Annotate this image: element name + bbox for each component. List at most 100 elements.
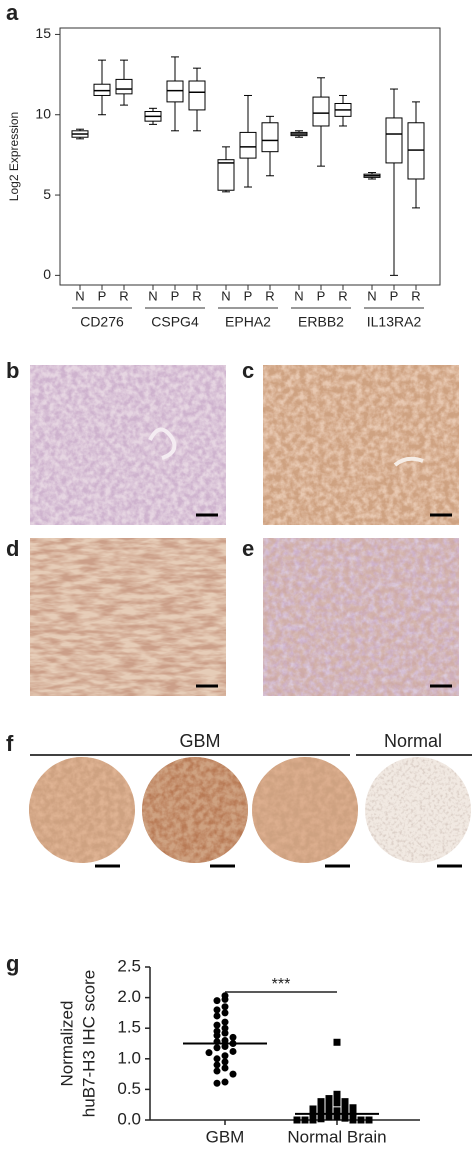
group-label: EPHA2 bbox=[225, 314, 271, 330]
x-tick-label: P bbox=[98, 288, 107, 303]
x-tick-label: P bbox=[171, 288, 180, 303]
x-tick-label: R bbox=[192, 288, 201, 303]
point bbox=[205, 1049, 213, 1057]
y-tick-label: 0 bbox=[43, 266, 51, 282]
point bbox=[341, 1103, 349, 1111]
box bbox=[407, 122, 425, 180]
point bbox=[341, 1114, 349, 1122]
x-tick-label: N bbox=[221, 288, 230, 303]
point bbox=[325, 1101, 333, 1109]
tissue-cores bbox=[29, 757, 471, 863]
y-tick-label: 2.5 bbox=[117, 956, 141, 975]
panel-label: d bbox=[6, 536, 19, 561]
y-tick-label: 2.0 bbox=[117, 987, 141, 1006]
point bbox=[357, 1116, 365, 1124]
core bbox=[29, 757, 135, 863]
x-tick-label: N bbox=[294, 288, 303, 303]
x-tick-label: Normal Brain bbox=[287, 1127, 386, 1146]
y-tick-label: 5 bbox=[43, 186, 51, 202]
group-header: GBM bbox=[179, 731, 220, 751]
box bbox=[312, 96, 330, 127]
panel-label: e bbox=[242, 536, 254, 561]
y-tick-label: 1.5 bbox=[117, 1018, 141, 1037]
x-tick-label: N bbox=[75, 288, 84, 303]
x-tick-label: R bbox=[338, 288, 347, 303]
point bbox=[293, 1116, 301, 1124]
x-tick-label: R bbox=[265, 288, 274, 303]
x-tick-label: R bbox=[119, 288, 128, 303]
vessel bbox=[393, 456, 424, 467]
ihc-texture bbox=[263, 365, 459, 525]
y-axis-label: Normalized bbox=[57, 1001, 76, 1087]
box bbox=[166, 80, 184, 103]
point bbox=[229, 1033, 237, 1041]
x-tick-label: P bbox=[390, 288, 399, 303]
y-axis-label: huB7-H3 IHC score bbox=[79, 970, 98, 1117]
point bbox=[221, 1036, 229, 1044]
significance: *** bbox=[272, 976, 291, 993]
point bbox=[333, 1038, 341, 1046]
point bbox=[213, 1067, 221, 1075]
box bbox=[115, 78, 133, 95]
point bbox=[221, 1009, 229, 1017]
panel-label: f bbox=[6, 731, 14, 756]
point bbox=[317, 1104, 325, 1112]
point bbox=[221, 1064, 229, 1072]
point bbox=[325, 1113, 333, 1121]
point bbox=[333, 1093, 341, 1101]
point bbox=[229, 1047, 237, 1055]
plot-frame bbox=[59, 27, 441, 286]
ihc-texture bbox=[30, 365, 226, 525]
point bbox=[341, 1098, 349, 1106]
point bbox=[213, 997, 221, 1005]
point bbox=[213, 1061, 221, 1069]
point bbox=[309, 1116, 317, 1124]
point bbox=[221, 1078, 229, 1086]
point bbox=[221, 1052, 229, 1060]
panel-label: c bbox=[242, 358, 254, 383]
box bbox=[239, 131, 257, 159]
point bbox=[333, 1107, 341, 1115]
ihc-texture bbox=[263, 538, 459, 696]
panel-label: b bbox=[6, 358, 19, 383]
x-tick-label: R bbox=[411, 288, 420, 303]
point bbox=[221, 1024, 229, 1032]
group-label: CSPG4 bbox=[151, 314, 199, 330]
panel-label: g bbox=[6, 951, 19, 976]
y-axis-label: Log2 Expression bbox=[7, 112, 21, 201]
x-tick-label: P bbox=[317, 288, 326, 303]
group-label: ERBB2 bbox=[298, 314, 344, 330]
box bbox=[93, 83, 111, 96]
point bbox=[221, 1029, 229, 1037]
point bbox=[349, 1104, 357, 1112]
point bbox=[309, 1105, 317, 1113]
box bbox=[385, 117, 403, 164]
box bbox=[188, 80, 206, 111]
core bbox=[142, 757, 248, 863]
x-tick-label: N bbox=[367, 288, 376, 303]
core bbox=[252, 757, 358, 863]
point bbox=[325, 1095, 333, 1103]
point bbox=[213, 1006, 221, 1014]
point bbox=[221, 995, 229, 1003]
point bbox=[317, 1098, 325, 1106]
point bbox=[213, 1055, 221, 1063]
panel-label: a bbox=[6, 0, 19, 25]
y-tick-label: 0.0 bbox=[117, 1109, 141, 1128]
point bbox=[213, 1032, 221, 1040]
box bbox=[261, 122, 279, 153]
x-tick-label: GBM bbox=[206, 1127, 245, 1146]
point bbox=[221, 1043, 229, 1051]
point bbox=[317, 1115, 325, 1123]
point bbox=[213, 1012, 221, 1020]
point bbox=[301, 1116, 309, 1124]
point bbox=[229, 1070, 237, 1078]
group-header: Normal bbox=[384, 731, 442, 751]
point bbox=[333, 1099, 341, 1107]
y-tick-label: 15 bbox=[35, 25, 51, 41]
box bbox=[217, 159, 235, 191]
point bbox=[221, 1018, 229, 1026]
point bbox=[213, 1044, 221, 1052]
point bbox=[309, 1111, 317, 1119]
x-tick-label: P bbox=[244, 288, 253, 303]
